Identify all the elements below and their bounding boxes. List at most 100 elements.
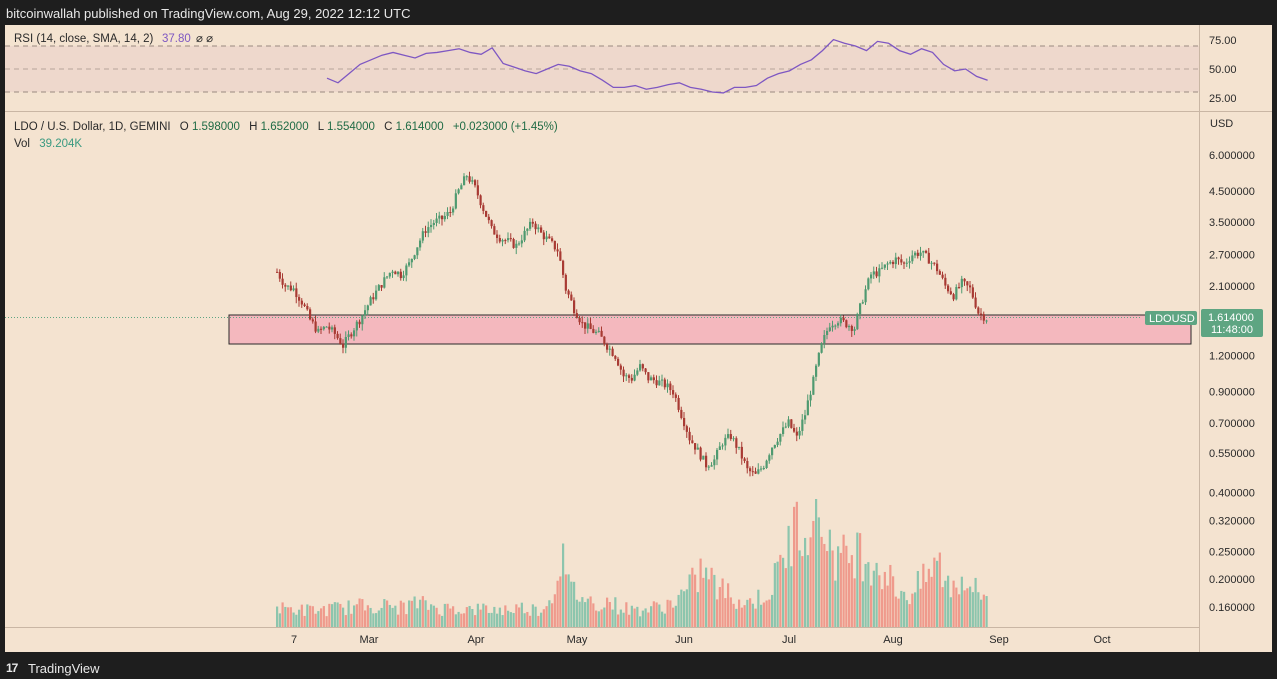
candle-body [919,252,922,256]
volume-bar [617,614,620,627]
volume-bar [435,607,438,627]
volume-bar [339,603,342,627]
time-tick: Sep [989,634,1009,646]
volume-bar [861,581,864,627]
candle-body [914,252,917,256]
rsi-tick-25: 25.00 [1209,93,1237,105]
volume-bar [520,602,523,627]
candle-body [944,277,947,286]
volume-bar [859,533,862,627]
candle-body [823,335,826,344]
candle-body [339,338,342,344]
volume-bar [281,602,284,627]
volume-bar [311,606,314,627]
volume-bar [284,606,287,627]
candle-body [567,290,570,295]
candle-body [903,262,906,264]
volume-bar [372,613,375,627]
candle-body [977,307,980,314]
volume-bar [837,546,840,627]
high-value: 1.652000 [261,121,309,133]
volume-bar [922,563,925,627]
candle-body [325,326,328,328]
candle-body [834,325,837,327]
candle-body [905,262,908,264]
volume-bar [333,602,336,627]
volume-bar [754,608,757,627]
candle-body [430,224,433,228]
volume-bar [729,597,732,627]
candle-body [963,278,966,282]
volume-bar [471,609,474,627]
price-tick: 0.550000 [1209,448,1255,460]
volume-bar [977,592,980,627]
volume-bar [443,603,446,627]
candle-body [727,434,730,438]
candle-body [397,271,400,275]
candle-body [908,261,911,263]
volume-bar [982,594,985,627]
volume-bar [897,598,900,627]
candle-body [289,285,292,291]
volume-bar [746,599,749,627]
volume-bar [322,606,325,627]
candle-body [281,278,284,285]
candle-body [886,263,889,265]
candle-body [889,261,892,264]
volume-bar [960,576,963,627]
candle-body [713,459,716,466]
candle-body [867,278,870,290]
volume-bar [892,576,895,627]
change-value: +0.023000 (+1.45%) [453,121,558,133]
candle-body [394,271,397,275]
volume-bar [773,563,776,627]
volume-bar [559,576,562,627]
candle-body [812,376,815,395]
volume-bar [344,615,347,627]
candle-body [377,285,380,291]
candle-body [666,383,669,388]
volume-bar [534,606,537,627]
candle-body [284,284,287,287]
candle-body [947,285,950,292]
candle-body [595,331,598,333]
price-tick: 0.400000 [1209,488,1255,500]
candle-body [523,230,526,241]
volume-bar [927,568,930,627]
volume-bar [603,607,606,627]
candles [276,171,988,477]
candle-body [661,379,664,381]
time-tick: Mar [360,634,379,646]
candle-body [839,317,842,324]
candle-body [949,291,952,295]
time-tick: Apr [467,634,484,646]
candle-body [501,240,504,242]
support-zone [228,314,1192,345]
candle-body [842,317,845,321]
candle-body [408,262,411,266]
candle-body [485,210,488,217]
volume-bar [512,613,515,627]
time-ticks: 7 Mar Apr May Jun Jul Aug Sep Oct [291,634,1111,646]
candle-body [639,364,642,371]
volume-bar [314,613,317,627]
candle-body [619,365,622,370]
candle-body [542,232,545,240]
chart-area[interactable]: RSI (14, close, SMA, 14, 2) 37.80 ⌀ ⌀ 75… [0,0,1277,657]
volume-bar [355,604,358,627]
volume-bar [820,536,823,627]
candle-body [292,288,295,291]
volume-bar [496,613,499,627]
candle-body [705,455,708,468]
candle-body [790,419,793,428]
volume-bar [768,599,771,627]
candle-body [859,303,862,315]
volume-bar [394,605,397,627]
volume-bar [501,615,504,627]
volume-bar [548,600,551,627]
volume-bar [432,605,435,627]
volume-bar [306,604,309,627]
candle-body [306,305,309,310]
candle-body [861,302,864,304]
candle-body [740,446,743,459]
